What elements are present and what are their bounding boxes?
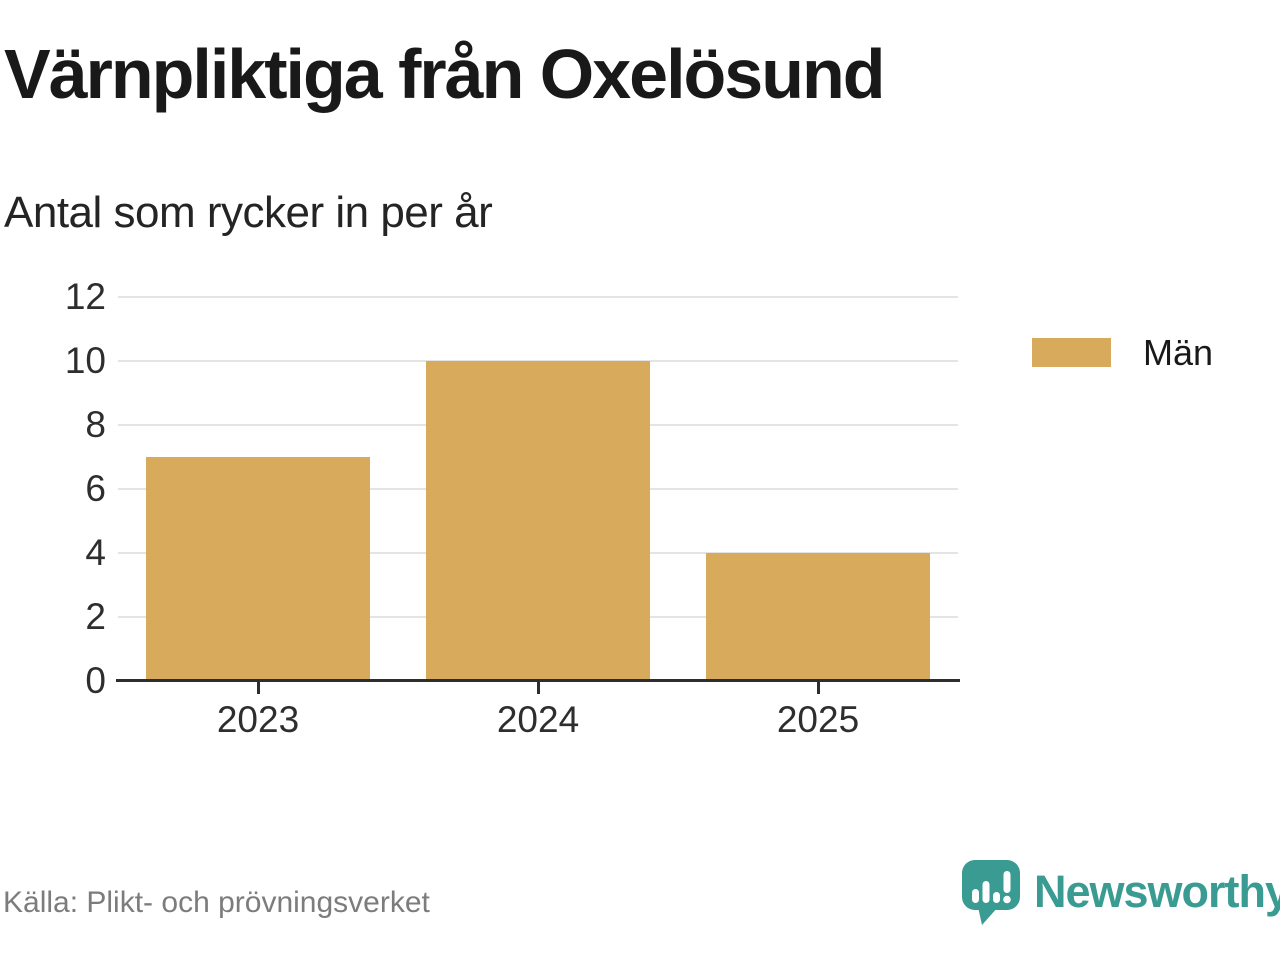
bar-2023 — [146, 457, 370, 681]
x-tick-label-2024: 2024 — [496, 699, 580, 740]
bar-2024 — [426, 361, 650, 681]
x-tick-label-2025: 2025 — [776, 699, 860, 740]
y-tick-label-12: 12 — [64, 276, 106, 317]
y-tick-label-10: 10 — [64, 340, 106, 381]
source-note: Källa: Plikt- och prövningsverket — [3, 886, 430, 919]
newsworthy-logo-text: Newsworthy — [1034, 866, 1280, 917]
newsworthy-logo-icon — [962, 860, 1020, 925]
x-tick-mark-2023 — [256, 682, 260, 694]
legend-swatch-man — [1032, 338, 1111, 367]
gridline-y12 — [118, 296, 958, 298]
chart-title: Värnpliktiga från Oxelösund — [4, 35, 886, 113]
x-tick-mark-2024 — [536, 682, 540, 694]
x-tick-label-2023: 2023 — [216, 699, 300, 740]
x-tick-mark-2025 — [816, 682, 820, 694]
y-tick-label-0: 0 — [85, 660, 106, 701]
legend-label-man: Män — [1143, 332, 1214, 373]
bar-2025 — [706, 553, 930, 681]
plot-area: 2023 2024 2025 — [116, 296, 960, 740]
y-tick-label-4: 4 — [85, 532, 106, 573]
chart-subtitle: Antal som rycker in per år — [4, 188, 493, 237]
y-tick-label-2: 2 — [85, 596, 106, 637]
x-axis-line — [116, 679, 960, 682]
y-axis-labels: 0 2 4 6 8 10 12 — [0, 276, 106, 701]
y-tick-label-8: 8 — [85, 404, 106, 445]
y-tick-label-6: 6 — [85, 468, 106, 509]
